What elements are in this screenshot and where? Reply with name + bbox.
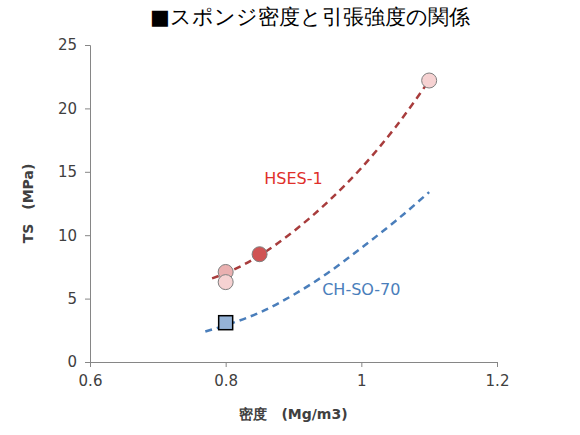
data-point — [252, 247, 267, 262]
tick: 25 — [58, 36, 90, 54]
tick-label: 0 — [67, 353, 77, 371]
chart-container: ■スポンジ密度と引張強度の関係 0.6 0.8 1 1.2 0 5 10 15 20 25 密度 (M… — [0, 0, 580, 435]
tick-mark — [85, 172, 90, 173]
tick: 1 — [357, 362, 367, 390]
chart-svg: ■スポンジ密度と引張強度の関係 0.6 0.8 1 1.2 0 5 10 15 20 25 密度 (M… — [0, 0, 580, 435]
tick: 20 — [58, 100, 90, 118]
tick-mark — [226, 362, 227, 367]
tick-label: 0.6 — [79, 372, 103, 390]
data-point — [219, 316, 233, 330]
tick-mark — [361, 362, 362, 367]
tick: 5 — [67, 290, 90, 308]
tick: 1.2 — [486, 362, 510, 390]
tick: 0 — [67, 353, 90, 371]
tick-label: 5 — [67, 290, 77, 308]
trend-line — [205, 192, 429, 331]
tick-label: 10 — [58, 227, 77, 245]
tick: 15 — [58, 163, 90, 181]
chart-title: ■スポンジ密度と引張強度の関係 — [150, 5, 470, 29]
tick-label: 20 — [58, 100, 77, 118]
data-point — [422, 73, 437, 88]
tick-label: 25 — [58, 36, 77, 54]
tick-mark — [85, 235, 90, 236]
tick-label: 1 — [357, 372, 367, 390]
y-axis-title: TS (MPa) — [20, 164, 36, 244]
data-point — [218, 275, 233, 290]
axis-line — [85, 46, 91, 363]
x-axis-title: 密度 (Mg/m3) — [239, 406, 347, 422]
annotation: CH-SO-70 — [322, 280, 400, 299]
tick-label: 15 — [58, 163, 77, 181]
tick-mark — [85, 45, 90, 46]
tick-mark — [85, 299, 90, 300]
y-axis: 0 5 10 15 20 25 — [58, 36, 91, 371]
tick-label: 0.8 — [214, 372, 238, 390]
tick: 0.6 — [79, 362, 103, 390]
tick-mark — [497, 362, 498, 367]
plot-marks — [205, 73, 436, 332]
trend-line — [212, 81, 429, 279]
axis-line — [91, 363, 498, 368]
tick: 0.8 — [214, 362, 238, 390]
tick: 10 — [58, 227, 90, 245]
tick-mark — [85, 362, 90, 363]
x-axis: 0.6 0.8 1 1.2 — [79, 362, 510, 390]
tick-label: 1.2 — [486, 372, 510, 390]
tick-mark — [85, 108, 90, 109]
annotation: HSES-1 — [264, 169, 322, 188]
